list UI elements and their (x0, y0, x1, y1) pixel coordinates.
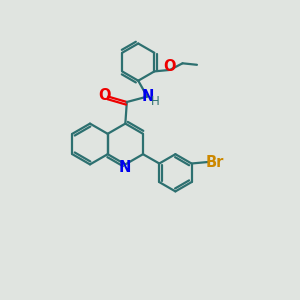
Text: O: O (98, 88, 111, 103)
Text: Br: Br (206, 154, 224, 169)
Text: N: N (119, 160, 131, 175)
Text: O: O (164, 59, 176, 74)
Text: N: N (142, 88, 154, 104)
Text: H: H (151, 95, 160, 108)
